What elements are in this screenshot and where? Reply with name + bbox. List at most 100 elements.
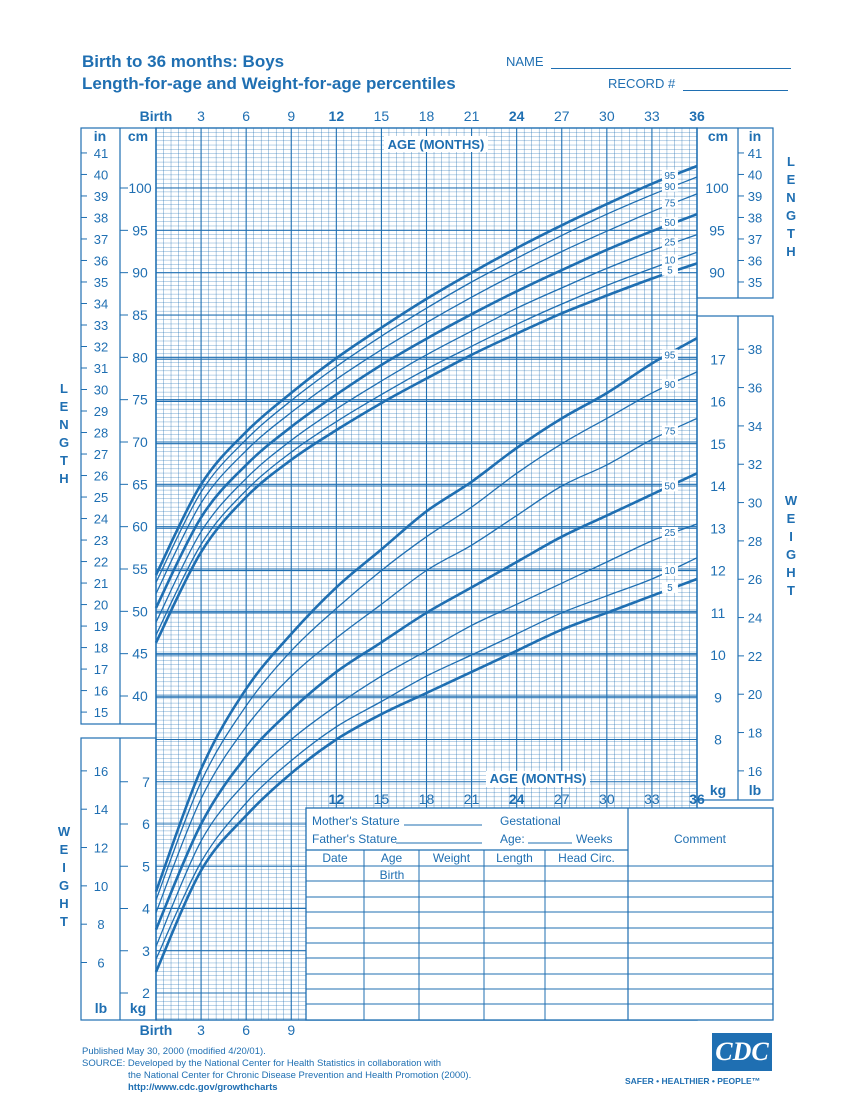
right-weight-word: H xyxy=(786,565,795,580)
left-in-unit: in xyxy=(94,128,106,144)
left-cm-tick-label: 45 xyxy=(132,646,148,662)
right-cm-tick-label: 90 xyxy=(709,265,725,281)
first-row-age: Birth xyxy=(380,868,405,882)
right-weight-word: I xyxy=(789,529,793,544)
right-weight-word: E xyxy=(787,511,796,526)
top-x-tick-label: 3 xyxy=(197,108,205,124)
weight-percentile-75-label: 75 xyxy=(664,427,676,438)
right-kg-tick-label: 17 xyxy=(710,351,726,367)
left-lb-tick-label: 6 xyxy=(97,956,104,971)
length-percentile-label-bg xyxy=(661,264,678,276)
name-field[interactable]: NAME xyxy=(506,54,792,69)
top-x-tick-label: 15 xyxy=(374,108,390,124)
length-percentile-50-label: 50 xyxy=(664,218,676,229)
left-in-tick-label: 34 xyxy=(94,296,108,311)
left-cm-tick-label: 90 xyxy=(132,265,148,281)
cdc-logo: CDC xyxy=(712,1033,772,1071)
right-kg-tick-label: 15 xyxy=(710,436,726,452)
weight-percentile-label-bg xyxy=(661,581,678,593)
published-note: Published May 30, 2000 (modified 4/20/01… xyxy=(82,1046,266,1057)
right-weight-word: W xyxy=(785,493,798,508)
left-in-tick-label: 17 xyxy=(94,662,108,677)
top-x-tick-label: 12 xyxy=(329,108,345,124)
left-weight-scale-box xyxy=(80,737,157,1021)
length-percentile-75-line xyxy=(155,193,698,594)
top-x-tick-label: 27 xyxy=(554,108,570,124)
weight-percentile-75-line xyxy=(155,417,698,913)
right-kg-tick-label: 11 xyxy=(711,605,726,621)
left-in-tick-label: 28 xyxy=(94,426,108,441)
right-kg-tick-label: 16 xyxy=(710,394,726,410)
weight-percentile-95-line xyxy=(154,336,698,893)
left-kg-tick-label: 5 xyxy=(142,858,150,874)
right-lb-tick-label: 18 xyxy=(748,726,762,741)
right-lb-tick-label: 22 xyxy=(748,649,762,664)
right-lb-tick-label: 26 xyxy=(748,572,762,587)
left-kg-tick-label: 7 xyxy=(142,774,150,790)
name-line xyxy=(551,68,792,69)
left-in-tick-label: 31 xyxy=(94,361,108,376)
length-percentile-10-label: 10 xyxy=(664,255,676,266)
bottom-x-tick-label: Birth xyxy=(140,1022,173,1038)
source-line1: SOURCE: Developed by the National Center… xyxy=(82,1058,442,1069)
gestational-label: Gestational xyxy=(500,814,561,828)
weight-percentile-5-label: 5 xyxy=(667,583,673,594)
right-in-tick-label: 39 xyxy=(748,189,762,204)
left-weight-word: W xyxy=(58,824,71,839)
weight-percentile-label-bg xyxy=(661,425,678,437)
column-header: Age xyxy=(381,851,403,865)
weight-percentile-label-bg xyxy=(661,349,678,361)
left-lb-tick-label: 8 xyxy=(97,917,104,932)
left-kg-tick-label: 2 xyxy=(142,985,150,1001)
right-length-word: E xyxy=(787,172,796,187)
right-lb-tick-label: 16 xyxy=(748,764,762,779)
weight-percentile-5-line xyxy=(154,577,698,973)
left-weight-word: I xyxy=(62,860,66,875)
left-in-tick-label: 23 xyxy=(94,533,108,548)
weight-percentile-25-line xyxy=(155,523,698,947)
fathers-stature-label: Father's Stature xyxy=(312,832,397,846)
mid-x-tick-label: 21 xyxy=(464,791,480,807)
source-line2: the National Center for Chronic Disease … xyxy=(128,1070,472,1081)
left-in-tick-label: 37 xyxy=(94,232,108,247)
right-kg-tick-label: 9 xyxy=(714,689,722,705)
record-table[interactable]: Mother's Stature Father's Stature Gestatio… xyxy=(305,807,774,1021)
length-percentile-10-line xyxy=(155,251,698,636)
mid-x-tick-label: 30 xyxy=(599,791,615,807)
left-lb-tick-label: 12 xyxy=(94,841,108,856)
left-length-word: L xyxy=(60,381,68,396)
left-length-word: G xyxy=(59,435,69,450)
weight-percentile-label-bg xyxy=(661,480,678,492)
weight-percentile-label-bg xyxy=(661,564,678,576)
column-header: Date xyxy=(322,851,348,865)
left-kg-tick-label: 4 xyxy=(142,901,150,917)
left-in-tick-label: 21 xyxy=(94,576,108,591)
right-in-tick-label: 35 xyxy=(748,275,762,290)
bottom-x-tick-label: 6 xyxy=(242,1022,250,1038)
source-url[interactable]: http://www.cdc.gov/growthcharts xyxy=(128,1082,278,1093)
right-kg-tick-label: 8 xyxy=(714,732,722,748)
mid-x-tick-label: 33 xyxy=(644,791,660,807)
chart-title-line2: Length-for-age and Weight-for-age percen… xyxy=(82,74,456,93)
left-weight-word: H xyxy=(59,896,68,911)
name-label: NAME xyxy=(506,54,544,69)
right-cm-tick-label: 95 xyxy=(709,222,725,238)
right-kg-tick-label: 12 xyxy=(710,563,726,579)
left-cm-tick-label: 50 xyxy=(132,603,148,619)
length-percentile-5-line xyxy=(154,262,698,644)
length-percentile-90-label: 90 xyxy=(664,182,676,193)
weight-percentile-90-label: 90 xyxy=(664,380,676,391)
left-length-word: T xyxy=(60,453,68,468)
left-lb-unit: lb xyxy=(95,1000,107,1016)
top-x-tick-label: 30 xyxy=(599,108,615,124)
left-weight-word: E xyxy=(60,842,69,857)
weight-percentile-95-label: 95 xyxy=(664,350,676,361)
left-cm-tick-label: 85 xyxy=(132,307,148,323)
right-kg-tick-label: 14 xyxy=(710,478,726,494)
record-field[interactable]: RECORD # xyxy=(608,76,788,91)
left-length-word: H xyxy=(59,471,68,486)
length-percentile-label-bg xyxy=(661,254,678,266)
chart-title-line1: Birth to 36 months: Boys xyxy=(82,52,285,71)
